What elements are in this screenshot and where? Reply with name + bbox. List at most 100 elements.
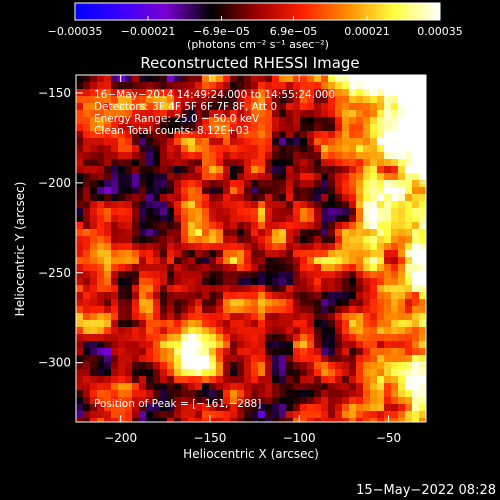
- heatmap-pixel: [97, 264, 104, 271]
- heatmap-pixel: [153, 271, 160, 278]
- heatmap-pixel: [349, 222, 356, 229]
- heatmap-pixel: [335, 397, 342, 404]
- heatmap-pixel: [307, 236, 314, 243]
- heatmap-pixel: [328, 285, 335, 292]
- heatmap-pixel: [321, 201, 328, 208]
- heatmap-pixel: [181, 159, 188, 166]
- heatmap-pixel: [419, 229, 426, 236]
- heatmap-pixel: [314, 390, 321, 397]
- heatmap-pixel: [342, 369, 349, 376]
- heatmap-pixel: [160, 131, 167, 138]
- heatmap-pixel: [146, 278, 153, 285]
- heatmap-pixel: [349, 110, 356, 117]
- heatmap-pixel: [146, 271, 153, 278]
- heatmap-pixel: [188, 264, 195, 271]
- heatmap-pixel: [391, 159, 398, 166]
- heatmap-pixel: [83, 222, 90, 229]
- heatmap-pixel: [300, 208, 307, 215]
- axis-ticks: −200 −150 −100 −50−150−200−250−300: [38, 75, 426, 445]
- heatmap-pixel: [328, 96, 335, 103]
- heatmap-pixel: [314, 89, 321, 96]
- heatmap-pixel: [384, 145, 391, 152]
- heatmap-pixel: [223, 166, 230, 173]
- heatmap-pixel: [160, 278, 167, 285]
- heatmap-pixel: [279, 285, 286, 292]
- heatmap-pixel: [265, 187, 272, 194]
- heatmap-pixel: [314, 292, 321, 299]
- heatmap-pixel: [244, 376, 251, 383]
- heatmap-pixel: [391, 173, 398, 180]
- heatmap-pixel: [412, 89, 419, 96]
- heatmap-pixel: [370, 117, 377, 124]
- heatmap-pixel: [384, 292, 391, 299]
- heatmap-pixel: [195, 341, 202, 348]
- heatmap-pixel: [328, 243, 335, 250]
- heatmap-pixel: [202, 159, 209, 166]
- heatmap-pixel: [153, 124, 160, 131]
- heatmap-pixel: [167, 362, 174, 369]
- heatmap-pixel: [153, 180, 160, 187]
- heatmap-pixel: [314, 313, 321, 320]
- heatmap-pixel: [174, 110, 181, 117]
- heatmap-pixel: [405, 341, 412, 348]
- heatmap-pixel: [279, 292, 286, 299]
- heatmap-pixel: [132, 271, 139, 278]
- heatmap-pixel: [76, 411, 83, 418]
- heatmap-pixel: [349, 334, 356, 341]
- heatmap-pixel: [286, 243, 293, 250]
- heatmap-pixel: [335, 145, 342, 152]
- heatmap-pixel: [335, 306, 342, 313]
- heatmap-pixel: [230, 103, 237, 110]
- heatmap-pixel: [202, 278, 209, 285]
- heatmap-pixel: [181, 369, 188, 376]
- heatmap-pixel: [90, 397, 97, 404]
- heatmap-pixel: [97, 166, 104, 173]
- heatmap-pixel: [384, 278, 391, 285]
- heatmap-pixel: [223, 306, 230, 313]
- heatmap-pixel: [419, 222, 426, 229]
- heatmap-pixel: [90, 166, 97, 173]
- heatmap-pixel: [237, 383, 244, 390]
- heatmap-pixel: [181, 341, 188, 348]
- heatmap-pixel: [398, 362, 405, 369]
- heatmap-pixel: [90, 306, 97, 313]
- heatmap-pixel: [132, 89, 139, 96]
- heatmap-pixel: [363, 89, 370, 96]
- heatmap-pixel: [398, 383, 405, 390]
- heatmap-pixel: [356, 341, 363, 348]
- heatmap-pixel: [216, 299, 223, 306]
- heatmap-pixel: [307, 201, 314, 208]
- heatmap-pixel: [202, 110, 209, 117]
- heatmap-pixel: [76, 229, 83, 236]
- heatmap-pixel: [76, 418, 83, 422]
- heatmap-pixel: [265, 152, 272, 159]
- heatmap-pixel: [153, 418, 160, 422]
- heatmap-pixel: [97, 243, 104, 250]
- heatmap-pixel: [97, 89, 104, 96]
- heatmap-pixel: [174, 96, 181, 103]
- y-tick-label: −300: [38, 356, 71, 370]
- heatmap-pixel: [405, 145, 412, 152]
- heatmap-pixel: [132, 390, 139, 397]
- heatmap-pixel: [384, 355, 391, 362]
- heatmap-pixel: [125, 376, 132, 383]
- heatmap-pixel: [104, 96, 111, 103]
- heatmap-pixel: [118, 397, 125, 404]
- heatmap-pixel: [377, 404, 384, 411]
- heatmap-pixel: [272, 236, 279, 243]
- heatmap-pixel: [223, 327, 230, 334]
- heatmap-pixel: [265, 159, 272, 166]
- heatmap-pixel: [237, 208, 244, 215]
- heatmap-pixel: [230, 355, 237, 362]
- heatmap-pixel: [335, 320, 342, 327]
- heatmap-pixel: [209, 215, 216, 222]
- heatmap-pixel: [132, 110, 139, 117]
- heatmap-pixel: [188, 215, 195, 222]
- heatmap-pixel: [258, 117, 265, 124]
- heatmap-pixel: [132, 369, 139, 376]
- heatmap-pixel: [139, 418, 146, 422]
- heatmap-pixel: [244, 201, 251, 208]
- heatmap-pixel: [111, 229, 118, 236]
- heatmap-pixel: [167, 306, 174, 313]
- heatmap-pixel: [363, 285, 370, 292]
